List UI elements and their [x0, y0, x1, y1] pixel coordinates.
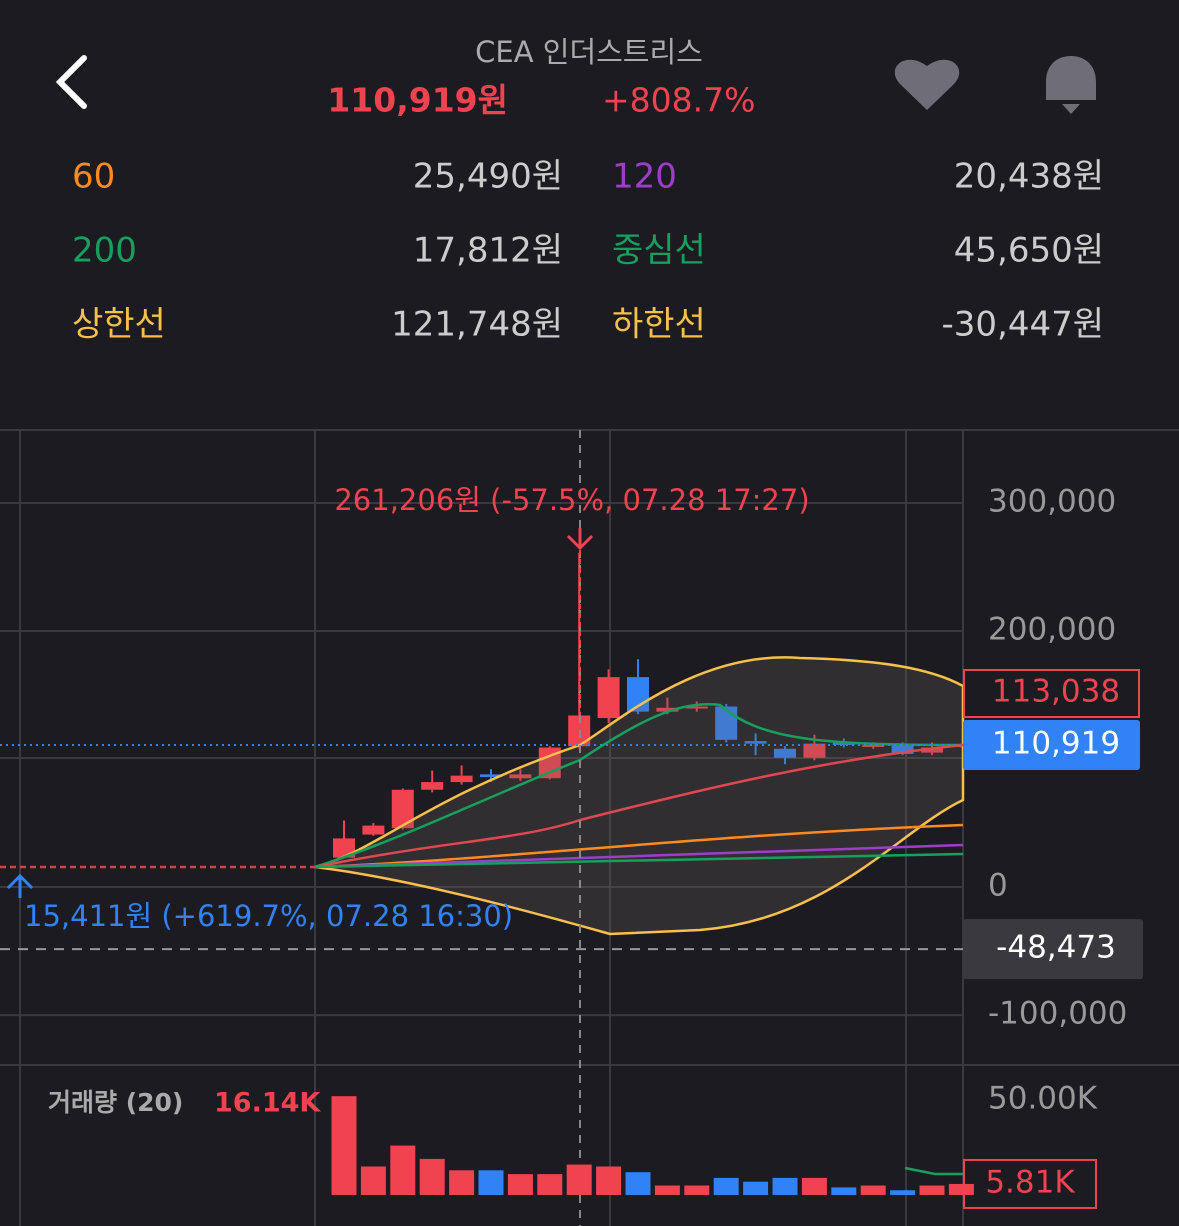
volume-current: 16.14K [214, 1088, 321, 1119]
volume-bar [948, 1183, 974, 1195]
candle-body [597, 677, 620, 719]
volume-tick-label: 50.00K [988, 1080, 1098, 1116]
indicator-label: 200 [72, 231, 137, 271]
upper-tag-box [963, 669, 1140, 718]
volume-bar [713, 1177, 739, 1195]
change: +808.7% [602, 81, 755, 120]
volume-bar [831, 1187, 857, 1195]
volume-bar [919, 1185, 945, 1195]
candle-body [744, 741, 767, 744]
low-arrow [6, 873, 34, 898]
indicator-value: 17,812원 [413, 231, 563, 271]
indicator-value: 20,438원 [954, 157, 1104, 197]
stock-title: CEA 인더스트리스 [475, 35, 703, 69]
indicator-label: 120 [612, 157, 677, 197]
low-tag: -48,473 [996, 930, 1116, 966]
high-label: 261,206원 (-57.5%, 07.28 17:27) [334, 483, 809, 517]
candle-body [362, 825, 385, 835]
volume-tag: 5.81K [985, 1164, 1075, 1200]
candle-body [421, 782, 444, 790]
candle-body [509, 774, 532, 779]
candle-body [803, 743, 826, 758]
candle-body [391, 789, 414, 829]
indicator-label: 하한선 [612, 305, 706, 345]
indicator-value: -30,447원 [941, 305, 1104, 345]
low-label: 15,411원 (+619.7%, 07.28 16:30) [24, 899, 513, 933]
candle-body [832, 742, 855, 745]
candle-body [450, 775, 473, 783]
volume-bar [566, 1164, 592, 1195]
y-tick-label: 300,000 [988, 483, 1116, 519]
candle-body [891, 743, 914, 754]
volume-bar [537, 1174, 563, 1195]
favorite-button[interactable] [894, 59, 960, 110]
high-arrow [566, 528, 594, 551]
candle-body [333, 838, 355, 858]
upper-tag: 113,038 [992, 674, 1120, 710]
candle-body [685, 706, 708, 709]
price: 110,919원 [327, 81, 508, 120]
indicator-value: 121,748원 [391, 305, 563, 345]
candle-body [656, 707, 679, 712]
back-button[interactable] [55, 55, 87, 109]
indicator-value: 25,490원 [413, 157, 563, 197]
volume-bar [772, 1177, 798, 1195]
indicator-label: 60 [72, 157, 115, 197]
low-tag-box [963, 919, 1143, 980]
volume-bar [596, 1166, 622, 1195]
candle-body [862, 744, 885, 747]
volume-bar [390, 1145, 416, 1195]
y-tick-label: 0 [988, 868, 1008, 904]
volume-bar [449, 1170, 475, 1195]
volume-bar [684, 1185, 710, 1195]
volume-bar [331, 1096, 357, 1195]
indicator-label: 상한선 [72, 305, 166, 345]
y-tick-label: 200,000 [988, 611, 1116, 647]
volume-tag-box [963, 1158, 1097, 1209]
volume-bar [860, 1185, 886, 1195]
volume-bar [743, 1181, 769, 1195]
indicator-lines [0, 656, 965, 1176]
y-tick-label: -100,000 [988, 996, 1127, 1032]
volume-bar [890, 1190, 916, 1195]
volume-bar [654, 1185, 680, 1195]
indicator-label: 중심선 [612, 231, 706, 271]
price-tag-box [963, 720, 1140, 771]
volume-bar [419, 1158, 445, 1195]
candle-body [480, 774, 502, 777]
price-tag: 110,919 [992, 726, 1120, 762]
volume-bar [478, 1170, 504, 1195]
volume-bar [360, 1166, 386, 1195]
candle-body [774, 748, 796, 758]
volume-bar [507, 1174, 533, 1195]
volume-bar [801, 1177, 827, 1195]
alert-button[interactable] [1046, 56, 1096, 114]
indicator-value: 45,650원 [954, 231, 1104, 271]
candle-body [921, 747, 943, 753]
volume-label: 거래량 (20) [48, 1088, 183, 1117]
volume-bar [625, 1172, 651, 1195]
